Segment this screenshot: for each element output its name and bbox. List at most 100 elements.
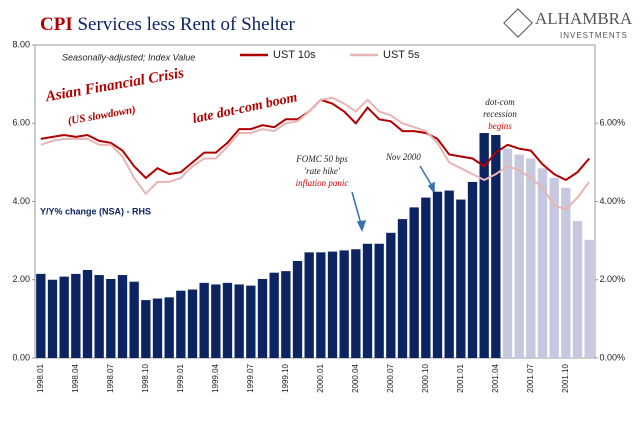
bar [537, 168, 548, 358]
bar [82, 269, 93, 358]
logo: ALHAMBRA INVESTMENTS [503, 8, 633, 40]
bar [141, 300, 151, 358]
bar [281, 271, 291, 358]
x-tick-label: 1998.10 [141, 363, 150, 392]
x-tick-label: 2001.07 [526, 363, 535, 392]
bar [374, 243, 384, 358]
bar [94, 275, 104, 358]
x-tick-label: 2001.04 [491, 363, 500, 392]
legend-label: UST 10s [273, 49, 316, 61]
annotation: recession [483, 109, 517, 119]
bar [386, 232, 396, 358]
logo-icon [503, 8, 533, 38]
logo-sub: INVESTMENTS [560, 31, 628, 40]
bar [514, 154, 524, 358]
arrow [351, 191, 362, 225]
legend-label: UST 5s [383, 49, 420, 61]
bar [36, 273, 46, 358]
x-tick-label: 1998.04 [71, 363, 80, 392]
chart-title: CPI Services less Rent of Shelter [40, 14, 296, 35]
logo-name: ALHAMBRA [535, 9, 633, 28]
annotation: FOMC 50 bps [295, 154, 348, 164]
y-tick-label: 8.00 [12, 39, 30, 49]
bar [362, 243, 373, 358]
x-tick-label: 1998.01 [36, 363, 45, 392]
arrow [419, 165, 433, 187]
bar [467, 181, 478, 358]
bar [409, 207, 419, 358]
bar [176, 290, 186, 358]
bar [444, 190, 454, 358]
bar [199, 282, 209, 358]
bar [432, 191, 443, 358]
bar-label: Y/Y% change (NSA) - RHS [40, 206, 151, 216]
arrow-head [427, 181, 435, 195]
title-part: Services less Rent of Shelter [77, 14, 295, 35]
arrow-head [356, 220, 367, 232]
y2-tick-label: 4.00% [599, 196, 625, 206]
y-tick-label: 0.00 [12, 352, 30, 362]
bar [257, 278, 268, 358]
bar [234, 284, 244, 358]
x-tick-label: 1999.07 [246, 363, 255, 392]
bar [211, 284, 221, 358]
x-tick-label: 1999.10 [281, 363, 290, 392]
bar [316, 252, 326, 358]
bar [339, 250, 349, 358]
annotation: begins [488, 121, 512, 131]
bar [421, 197, 431, 358]
annotation: (US slowdown) [67, 104, 137, 128]
bar [456, 199, 466, 358]
title-part: CPI [40, 14, 73, 35]
y2-tick-label: 2.00% [599, 274, 625, 284]
y2-tick-label: 6.00% [599, 118, 625, 128]
line [40, 96, 591, 211]
subtitle: Seasonally-adjusted; Index Value [62, 52, 195, 62]
bar [351, 249, 361, 358]
x-tick-label: 2000.01 [316, 363, 325, 392]
x-tick-label: 1998.07 [106, 363, 115, 392]
annotation: inflation panic [296, 178, 349, 188]
bar [269, 272, 279, 358]
annotation: Nov 2000 [385, 152, 421, 162]
bar [117, 275, 128, 358]
bar [397, 219, 408, 358]
bar [187, 289, 198, 358]
arrows [351, 165, 435, 232]
bar [327, 251, 338, 358]
bar [549, 178, 559, 358]
x-tick-label: 2000.04 [351, 363, 360, 392]
bar [59, 276, 69, 358]
bar [526, 158, 536, 358]
bar [152, 298, 163, 358]
bar [304, 252, 314, 358]
y-tick-label: 4.00 [12, 196, 30, 206]
x-tick-label: 2000.07 [386, 363, 395, 392]
bar [106, 278, 116, 358]
annotation: Asian Financial Crisis [44, 65, 186, 105]
y-tick-label: 6.00 [12, 118, 30, 128]
bar [584, 239, 594, 358]
x-tick-label: 1999.04 [211, 363, 220, 392]
bar [502, 148, 513, 358]
x-tick-label: 2001.10 [561, 363, 570, 392]
x-tick-label: 1999.01 [176, 363, 185, 392]
bar [561, 187, 571, 358]
x-tick-label: 2001.01 [456, 363, 465, 392]
bar [164, 297, 174, 358]
annotation: 'rate hike' [304, 166, 341, 176]
annotation: dot-com [485, 97, 515, 107]
bar [222, 282, 233, 358]
bar [47, 279, 58, 358]
bar [292, 260, 303, 358]
bar [129, 281, 139, 358]
bar [71, 273, 81, 358]
y2-tick-label: 0.00% [599, 352, 625, 362]
bar [479, 133, 489, 358]
bar [572, 221, 583, 358]
x-tick-label: 2000.10 [421, 363, 430, 392]
bar [491, 134, 501, 358]
bar [246, 285, 256, 358]
y-tick-label: 2.00 [12, 274, 30, 284]
